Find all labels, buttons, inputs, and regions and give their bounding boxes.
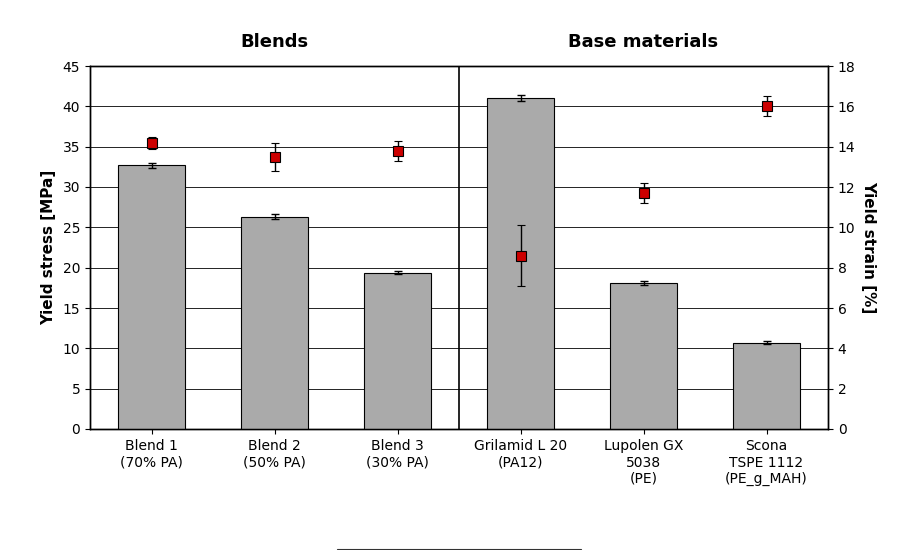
Bar: [364, 272, 431, 429]
Bar: [609, 283, 678, 429]
Legend: Yield stress, Yield strain: Yield stress, Yield strain: [337, 549, 581, 550]
Bar: [487, 98, 554, 429]
Bar: [118, 165, 185, 429]
Y-axis label: Yield stress [MPa]: Yield stress [MPa]: [40, 170, 56, 325]
Bar: [733, 343, 800, 429]
Y-axis label: Yield strain [%]: Yield strain [%]: [861, 182, 877, 314]
Bar: [240, 217, 309, 429]
Text: Base materials: Base materials: [569, 34, 718, 52]
Text: Blends: Blends: [240, 34, 309, 52]
